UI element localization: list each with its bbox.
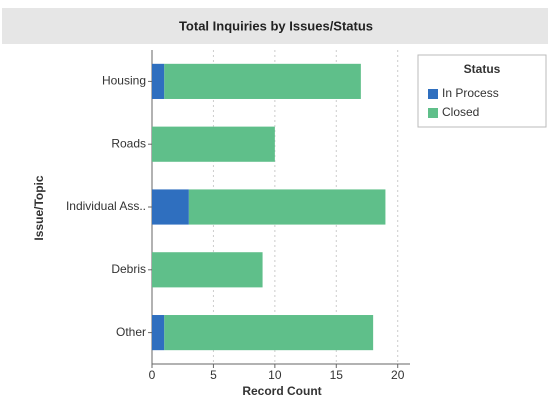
bar-segment <box>152 252 263 288</box>
legend-title: Status <box>464 62 501 76</box>
bar-segment <box>152 126 275 162</box>
x-tick-label: 20 <box>391 368 405 382</box>
title-bar <box>2 8 548 44</box>
bar-segment <box>164 315 374 351</box>
bar-segment <box>152 315 165 351</box>
legend-box <box>417 54 547 128</box>
y-tick-label: Debris <box>111 262 146 276</box>
bar-segment <box>164 63 361 99</box>
x-tick-label: 5 <box>210 368 217 382</box>
legend-label: Closed <box>442 105 479 119</box>
legend-swatch <box>428 108 438 118</box>
x-axis-title: Record Count <box>242 384 321 398</box>
y-tick-label: Other <box>116 325 146 339</box>
bar-segment <box>152 63 165 99</box>
bar-segment <box>152 189 189 225</box>
bar-segment <box>188 189 386 225</box>
x-tick-label: 10 <box>268 368 282 382</box>
y-tick-label: Individual Ass.. <box>66 199 146 213</box>
legend-swatch <box>428 89 438 99</box>
y-axis-title: Issue/Topic <box>32 175 46 240</box>
y-tick-label: Housing <box>102 74 146 88</box>
x-tick-label: 0 <box>149 368 156 382</box>
x-tick-label: 15 <box>330 368 344 382</box>
chart-title: Total Inquiries by Issues/Status <box>179 18 373 33</box>
y-tick-label: Roads <box>111 136 146 150</box>
legend-label: In Process <box>442 86 499 100</box>
